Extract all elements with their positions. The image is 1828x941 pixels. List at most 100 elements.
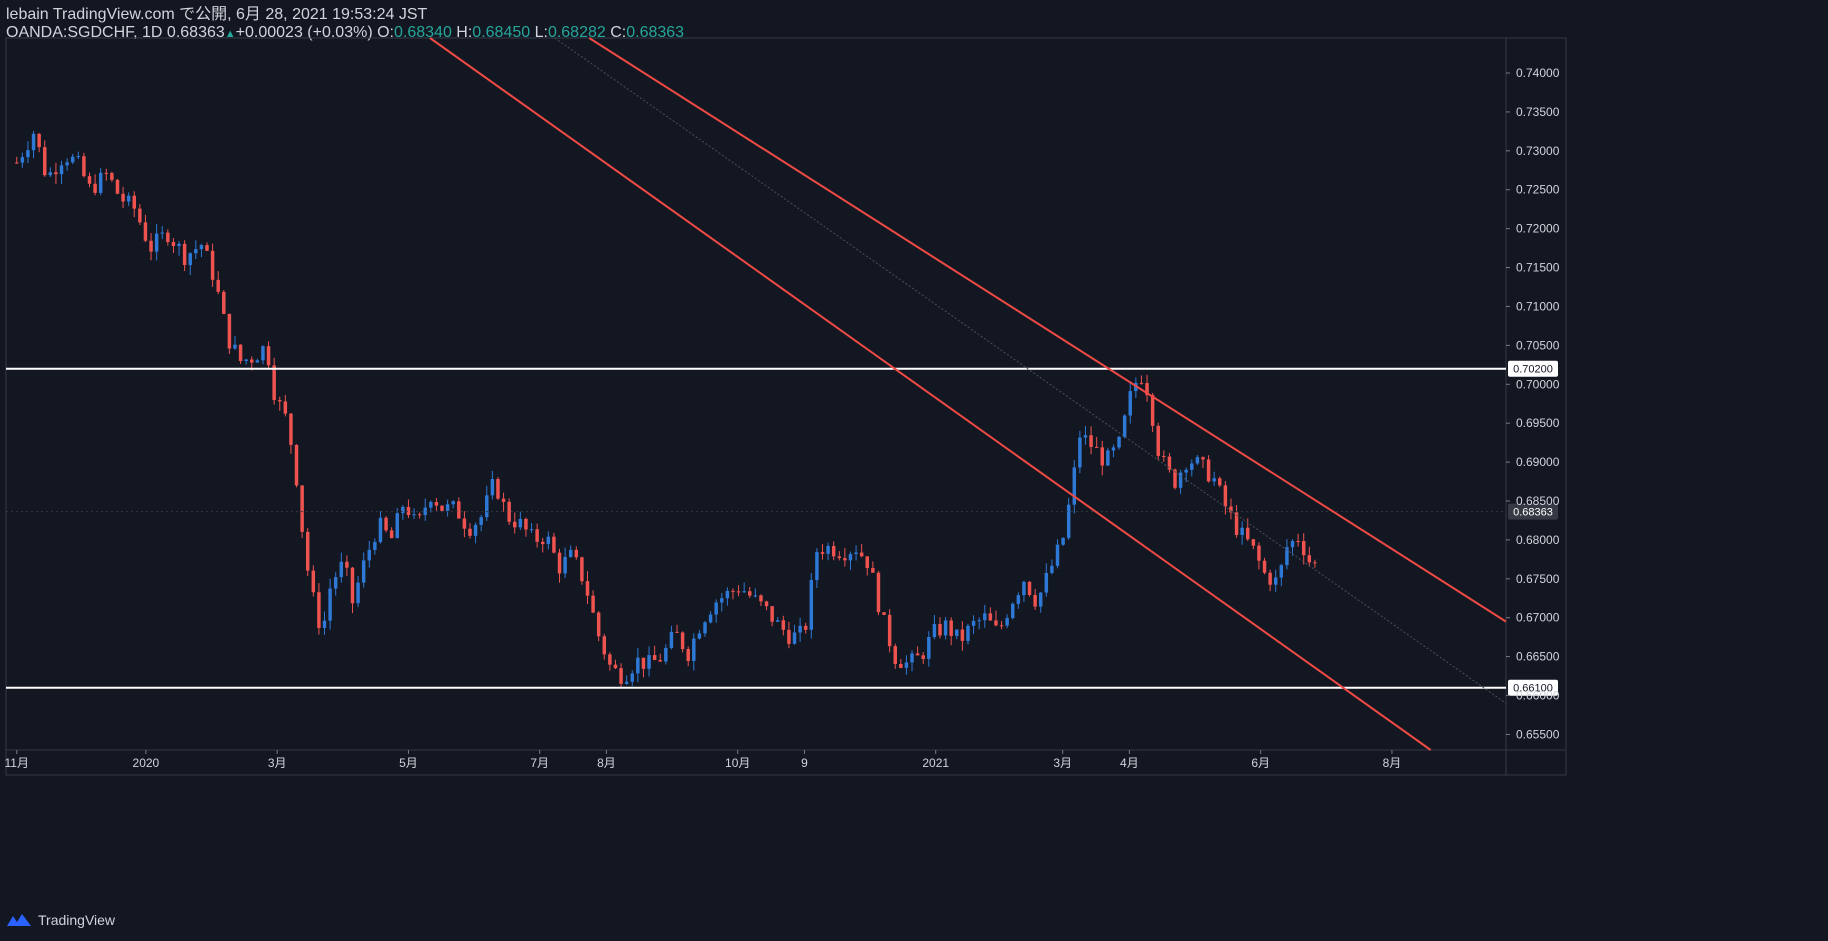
candle-body	[893, 646, 897, 664]
level-label-box	[1508, 679, 1558, 696]
candle-body	[636, 657, 640, 674]
candle-body	[764, 601, 769, 607]
candle-body	[546, 536, 551, 545]
candle-body	[20, 157, 25, 163]
candle-body	[1139, 382, 1144, 384]
candle-body	[1251, 539, 1256, 546]
candle-body	[781, 620, 786, 630]
candle-body	[328, 588, 332, 621]
candle-body	[848, 554, 853, 561]
candle-body	[1128, 391, 1132, 416]
candle-body	[602, 636, 607, 655]
candle-body	[48, 172, 53, 176]
candle-body	[1027, 581, 1032, 595]
candle-body	[943, 620, 948, 636]
candle-body	[194, 249, 198, 254]
candle-body	[1290, 540, 1295, 548]
candle-body	[720, 598, 724, 603]
candle-body	[490, 479, 495, 496]
candle-body	[1190, 463, 1194, 470]
x-tick-label: 2021	[922, 756, 949, 770]
candle-body	[160, 232, 164, 234]
up-arrow-icon: ▲	[224, 28, 236, 40]
candle-body	[669, 631, 674, 648]
candle-body	[899, 663, 903, 668]
candle-body	[188, 253, 192, 266]
candle-body	[753, 595, 758, 597]
low-value: 0.68282	[547, 24, 606, 41]
candle-body	[406, 506, 411, 516]
candle-body	[255, 360, 260, 363]
x-tick-label: 3月	[1053, 756, 1072, 770]
candle-body	[686, 649, 690, 662]
candle-body	[630, 673, 634, 682]
candle-body	[675, 631, 679, 633]
level-label: 0.70200	[1513, 364, 1553, 376]
candle-body	[731, 590, 735, 592]
candle-body	[26, 150, 30, 158]
candle-body	[440, 505, 444, 511]
candle-body	[714, 602, 718, 615]
candle-body	[568, 549, 573, 557]
candle-body	[1111, 447, 1116, 451]
candle-body	[887, 614, 892, 647]
candle-body	[1078, 437, 1082, 468]
candle-body	[1301, 541, 1306, 556]
candle-body	[798, 625, 802, 633]
x-tick-label: 2020	[133, 756, 160, 770]
candle-body	[261, 346, 265, 361]
candle-body	[457, 501, 461, 519]
candle-body	[115, 179, 120, 194]
candle-body	[1061, 537, 1065, 545]
y-tick-label: 0.74000	[1516, 66, 1560, 80]
candle-body	[1173, 469, 1177, 488]
candle-body	[412, 514, 416, 516]
candle-body	[350, 567, 355, 604]
candle-body	[1122, 415, 1127, 437]
candle-body	[1022, 581, 1026, 596]
x-tick-label: 8月	[597, 756, 616, 770]
candle-body	[988, 613, 993, 621]
footer: TradingView	[6, 912, 115, 928]
candle-body	[1106, 450, 1110, 466]
y-tick-label: 0.68000	[1516, 533, 1560, 547]
candle-body	[1066, 504, 1071, 538]
candle-body	[591, 595, 595, 613]
candle-body	[233, 344, 237, 349]
candle-body	[1072, 467, 1077, 505]
candle-body	[132, 195, 136, 209]
last-price: 0.68363	[166, 24, 225, 41]
candle-body	[479, 517, 483, 525]
candle-body	[154, 233, 159, 252]
candle-body	[1005, 618, 1009, 626]
candle-body	[82, 156, 86, 177]
x-tick-label: 11月	[5, 756, 29, 770]
candle-body	[1117, 436, 1121, 448]
candle-body	[238, 344, 243, 362]
candle-body	[250, 359, 254, 363]
x-tick-label: 7月	[530, 756, 549, 770]
candle-body	[227, 313, 232, 349]
candle-body	[938, 624, 942, 636]
level-label-box	[1508, 360, 1558, 377]
y-tick-label: 0.72000	[1516, 222, 1560, 236]
candle-body	[356, 582, 360, 604]
level-label: 0.66100	[1513, 683, 1553, 695]
candle-body	[871, 568, 875, 573]
candle-body	[725, 590, 730, 599]
candle-body	[921, 655, 925, 659]
candle-body	[389, 530, 394, 539]
candle-body	[1033, 594, 1037, 607]
candle-body	[177, 243, 181, 247]
candle-body	[865, 556, 869, 569]
candle-body	[927, 637, 931, 659]
candle-body	[613, 664, 618, 669]
candle-body	[65, 162, 69, 166]
candle-body	[1150, 395, 1155, 426]
candle-body	[641, 657, 646, 669]
candle-body	[647, 655, 651, 669]
candle-body	[345, 561, 349, 568]
candle-body	[1229, 506, 1233, 513]
candle-body	[513, 521, 517, 528]
